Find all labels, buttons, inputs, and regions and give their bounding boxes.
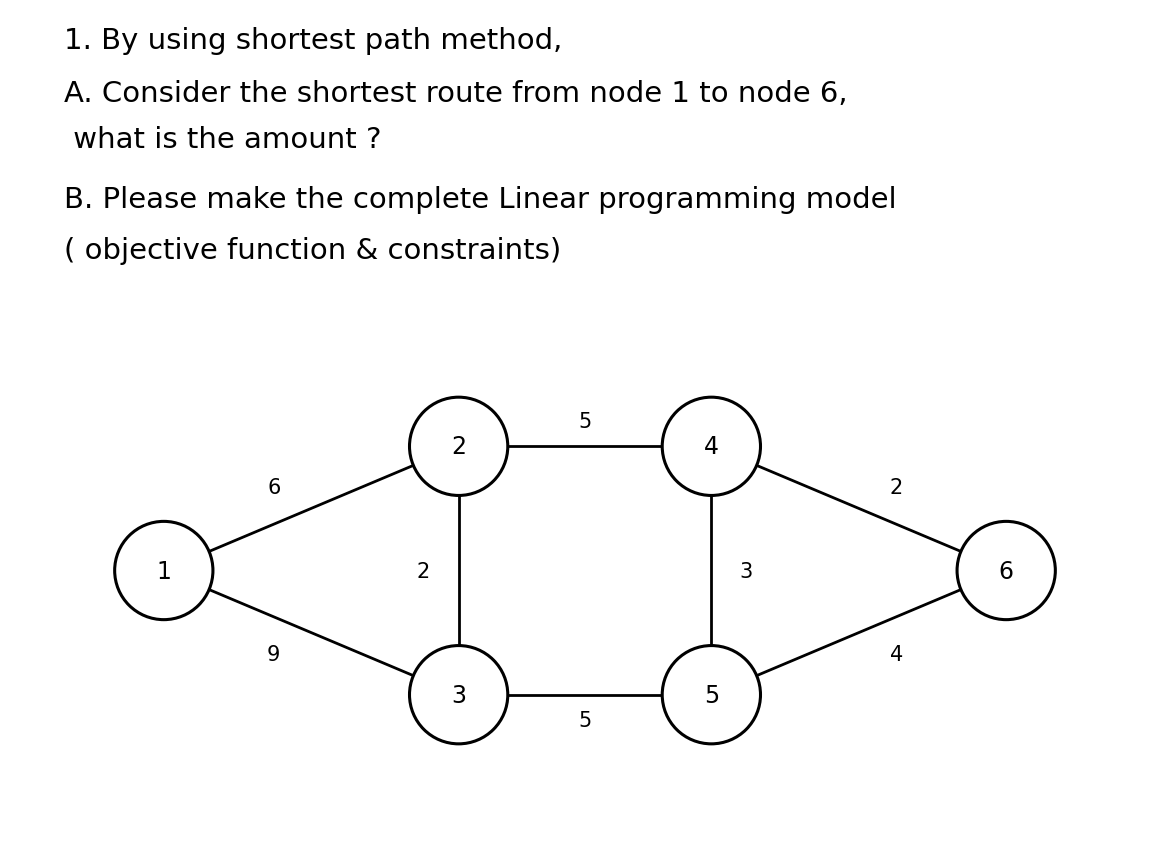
Text: 6: 6 [267,477,281,498]
Ellipse shape [410,646,508,744]
Ellipse shape [662,398,760,496]
Text: 4: 4 [889,644,903,665]
Text: B. Please make the complete Linear programming model: B. Please make the complete Linear progr… [64,186,897,214]
Ellipse shape [662,646,760,744]
Text: 5: 5 [578,711,592,730]
Text: what is the amount ?: what is the amount ? [64,126,381,154]
Ellipse shape [957,521,1055,620]
Text: ( objective function & constraints): ( objective function & constraints) [64,237,562,265]
Text: A. Consider the shortest route from node 1 to node 6,: A. Consider the shortest route from node… [64,80,848,108]
Text: 9: 9 [267,644,281,665]
Text: 3: 3 [452,683,466,707]
Text: 2: 2 [417,561,431,581]
Text: 2: 2 [889,477,903,498]
Ellipse shape [115,521,213,620]
Text: 2: 2 [452,435,466,458]
Text: 3: 3 [739,561,753,581]
Text: 1: 1 [157,559,171,583]
Text: 1. By using shortest path method,: 1. By using shortest path method, [64,27,563,55]
Text: 4: 4 [704,435,718,458]
Text: 5: 5 [578,412,592,431]
Ellipse shape [410,398,508,496]
Text: 5: 5 [703,683,720,707]
Text: 6: 6 [999,559,1013,583]
